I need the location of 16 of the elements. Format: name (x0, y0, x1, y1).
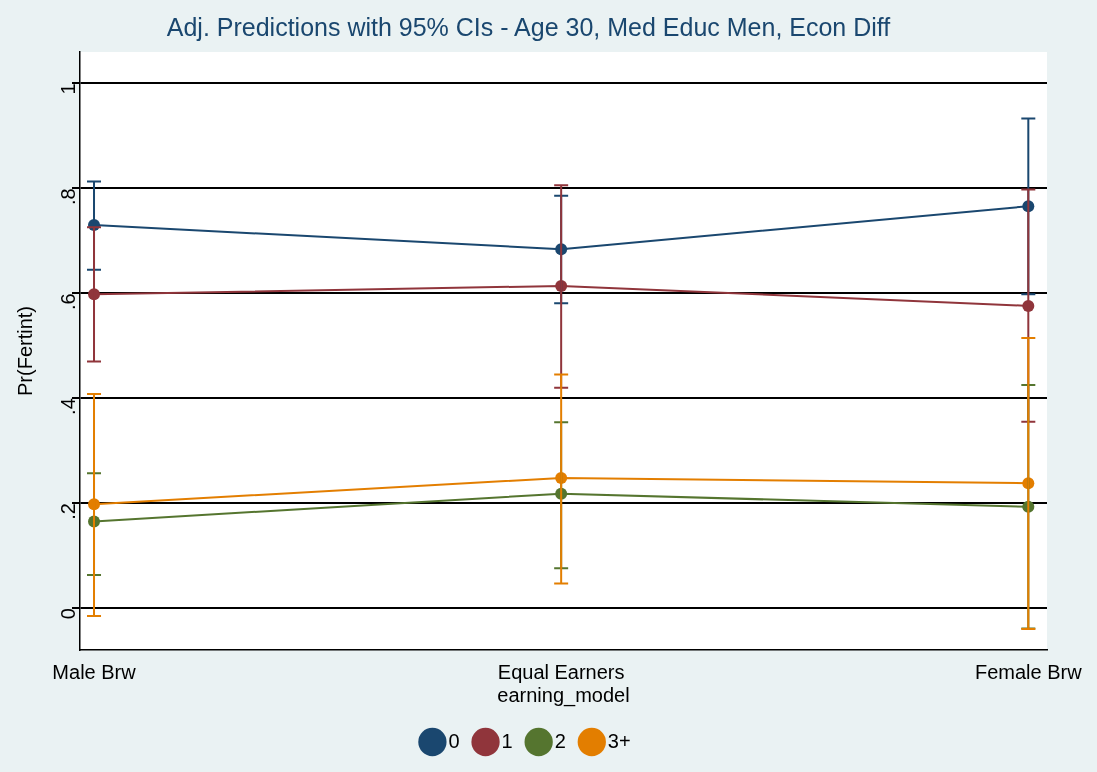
legend-label: 3+ (607, 729, 631, 752)
legend-label: 2 (554, 729, 566, 752)
y-tick-label: .4 (56, 398, 79, 415)
x-tick-label: Male Brw (52, 660, 137, 683)
y-tick-label: .2 (56, 503, 79, 520)
y-tick-label: .6 (56, 293, 79, 310)
x-axis-title: earning_model (497, 683, 630, 707)
x-tick-label: Equal Earners (497, 660, 625, 683)
y-tick-label: 1 (56, 83, 79, 95)
legend-label: 1 (501, 729, 513, 752)
chart-title: Adj. Predictions with 95% CIs - Age 30, Med Educ Men, Econ Diff (166, 12, 891, 41)
legend-label: 0 (448, 729, 460, 752)
x-tick-label: Female Brw (974, 660, 1083, 683)
y-tick-label: .8 (56, 188, 79, 206)
y-tick-label: 0 (56, 608, 79, 620)
y-axis-title: Pr(Fertint) (13, 306, 36, 396)
